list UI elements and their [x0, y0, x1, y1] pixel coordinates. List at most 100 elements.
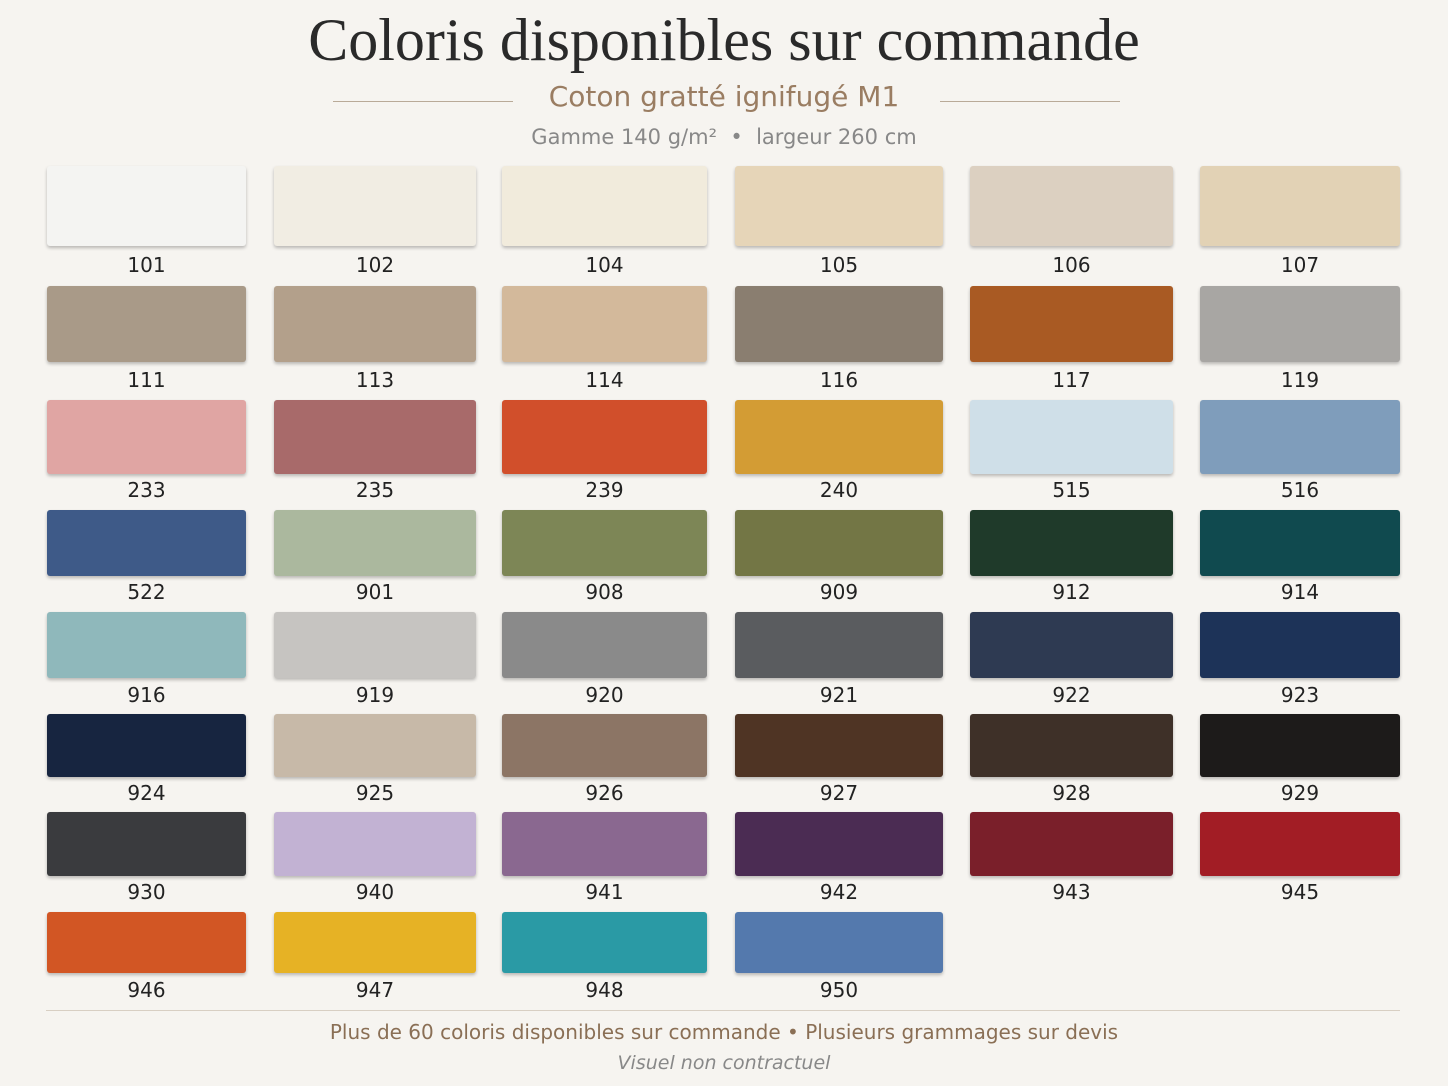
subtitle: Coton gratté ignifugé M1: [548, 80, 900, 113]
swatch-code: 909: [819, 580, 859, 604]
swatch: [502, 812, 707, 876]
title: Coloris disponibles sur commande: [308, 7, 1140, 73]
swatch: [47, 612, 246, 678]
swatch: [970, 286, 1173, 362]
swatch-code: 947: [355, 978, 395, 1002]
swatch-code: 239: [585, 478, 624, 502]
swatch: [47, 812, 246, 876]
swatch: [970, 612, 1173, 678]
swatch-code: 901: [355, 580, 395, 604]
swatch-code: 946: [127, 978, 166, 1002]
footer-notes: Plus de 60 coloris disponibles sur comma…: [329, 1020, 1119, 1044]
swatch: [47, 286, 246, 362]
swatch: [1200, 286, 1400, 362]
swatch-code: 908: [585, 580, 624, 604]
swatch-code: 919: [355, 683, 395, 707]
swatch: [502, 286, 707, 362]
swatch: [274, 166, 476, 246]
swatch-code: 116: [819, 368, 859, 392]
swatch: [47, 912, 246, 973]
swatch: [735, 510, 943, 576]
swatch-code: 914: [1280, 580, 1320, 604]
swatch-code: 117: [1052, 368, 1091, 392]
rule: [333, 101, 513, 102]
swatch-code: 950: [819, 978, 859, 1002]
swatch-code: 920: [585, 683, 624, 707]
swatch: [274, 812, 476, 876]
swatch-code: 522: [127, 580, 166, 604]
swatch: [1200, 812, 1400, 876]
swatch-code: 940: [355, 880, 395, 904]
swatch-code: 928: [1052, 781, 1091, 805]
swatch-code: 240: [819, 478, 859, 502]
swatch-code: 515: [1052, 478, 1091, 502]
swatch-code: 105: [819, 253, 859, 277]
swatch: [735, 714, 943, 777]
swatch: [970, 812, 1173, 876]
swatch-code: 929: [1280, 781, 1320, 805]
swatch: [502, 612, 707, 678]
swatch: [274, 400, 476, 474]
swatch-code: 923: [1280, 683, 1320, 707]
swatch: [47, 510, 246, 576]
swatch: [735, 612, 943, 678]
swatch: [274, 286, 476, 362]
swatch-code: 945: [1280, 880, 1320, 904]
swatch-code: 119: [1280, 368, 1320, 392]
swatch-code: 101: [127, 253, 166, 277]
swatch: [47, 166, 246, 246]
swatch-code: 107: [1280, 253, 1320, 277]
spec: largeur 260 cm: [756, 125, 917, 149]
swatch: [1200, 166, 1400, 246]
swatch: [1200, 714, 1400, 777]
swatch-code: 106: [1052, 253, 1091, 277]
swatch-code: 930: [127, 880, 166, 904]
swatch-code: 235: [355, 478, 395, 502]
swatch: [735, 166, 943, 246]
swatch-code: 924: [127, 781, 166, 805]
swatch: [502, 714, 707, 777]
swatch: [502, 400, 707, 474]
swatch-code: 925: [355, 781, 395, 805]
spec: Gamme 140 g/m²: [531, 125, 717, 149]
swatch: [502, 510, 707, 576]
swatch: [47, 400, 246, 474]
rule: [46, 1010, 1400, 1011]
swatch: [970, 510, 1173, 576]
swatch-code: 927: [819, 781, 859, 805]
swatch-code: 943: [1052, 880, 1091, 904]
swatch: [1200, 510, 1400, 576]
specs: Gamme 140 g/m² • largeur 260 cm: [531, 125, 917, 149]
swatch-code: 912: [1052, 580, 1091, 604]
swatch-code: 104: [585, 253, 624, 277]
swatch-code: 941: [585, 880, 624, 904]
swatch-code: 922: [1052, 683, 1091, 707]
swatch: [47, 714, 246, 777]
swatch: [502, 166, 707, 246]
swatch-code: 948: [585, 978, 624, 1002]
swatch: [274, 612, 476, 678]
swatch-code: 916: [127, 683, 166, 707]
swatch: [502, 912, 707, 973]
swatch-code: 102: [355, 253, 395, 277]
note: Plus de 60 coloris disponibles sur comma…: [329, 1020, 781, 1044]
swatch-code: 111: [127, 368, 166, 392]
swatch-code: 516: [1280, 478, 1320, 502]
swatch: [274, 510, 476, 576]
swatch: [1200, 400, 1400, 474]
swatch: [970, 166, 1173, 246]
disclaimer: Visuel non contractuel: [617, 1052, 831, 1074]
swatch-code: 926: [585, 781, 624, 805]
swatch: [735, 912, 943, 973]
swatch: [970, 400, 1173, 474]
swatch: [1200, 612, 1400, 678]
swatch: [274, 714, 476, 777]
swatch: [735, 400, 943, 474]
rule: [940, 101, 1120, 102]
swatch-code: 942: [819, 880, 859, 904]
swatch-code: 113: [355, 368, 395, 392]
swatch: [970, 714, 1173, 777]
swatch-code: 921: [819, 683, 859, 707]
swatch-code: 233: [127, 478, 166, 502]
